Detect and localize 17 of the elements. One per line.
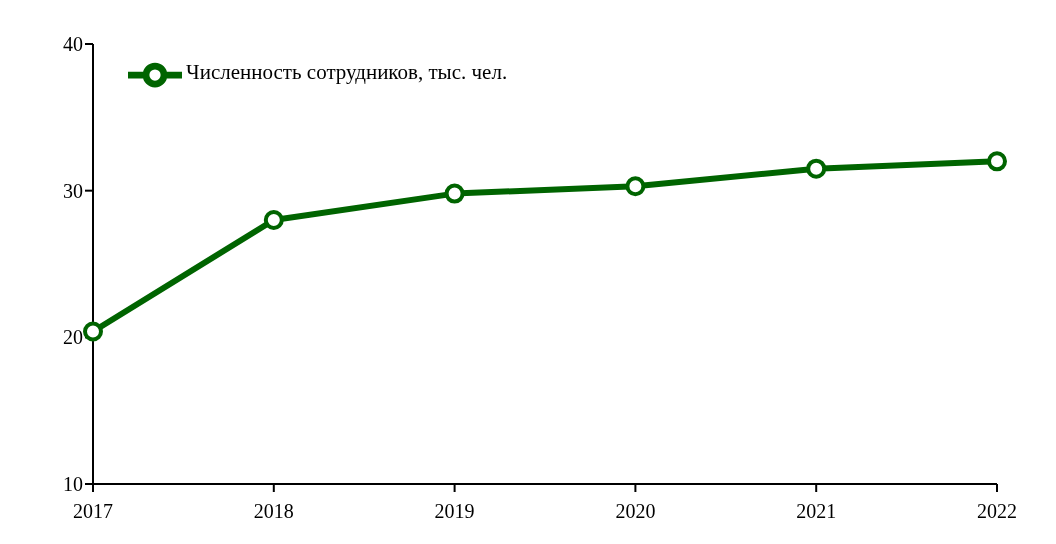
point [806, 158, 827, 179]
y-tick-label: 40 [63, 33, 83, 56]
x-tick-label: 2017 [73, 500, 113, 523]
y-tick-label: 20 [63, 326, 83, 349]
x-tick-label: 2020 [615, 500, 656, 523]
y-tick-label: 30 [63, 179, 83, 202]
x-tick-label: 2018 [253, 500, 294, 523]
y-tick-label: 10 [63, 473, 83, 496]
x-tick-label: 2022 [977, 500, 1017, 523]
legend-label: Численность сотрудников, тыс. чел. [186, 59, 508, 84]
point [263, 210, 284, 230]
point [987, 151, 1007, 172]
point [83, 321, 103, 342]
point [625, 176, 646, 197]
point [444, 183, 465, 204]
x-tick-label: 2021 [796, 500, 837, 523]
x-tick-label: 2019 [434, 500, 475, 523]
